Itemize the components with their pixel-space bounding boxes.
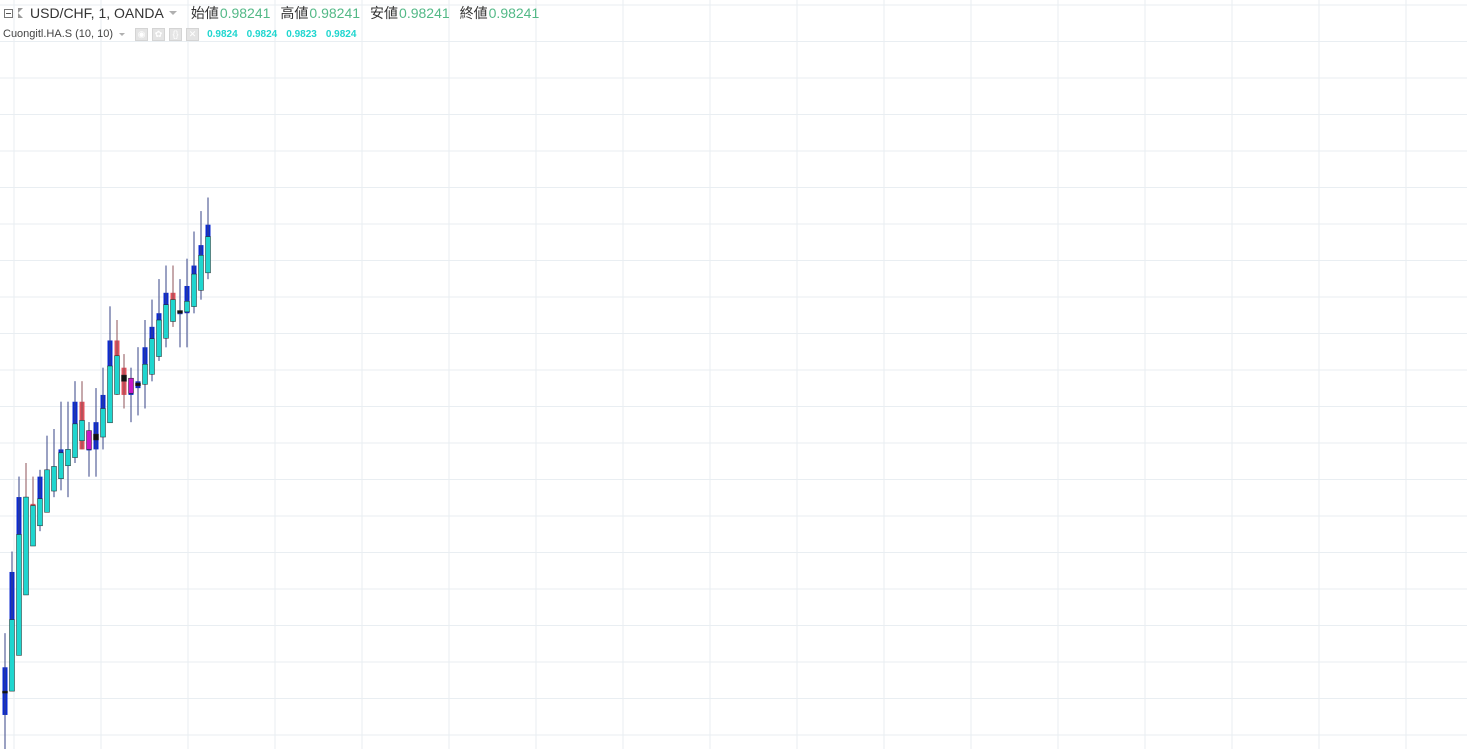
ha-candle xyxy=(51,428,57,498)
ha-body xyxy=(65,449,71,467)
ha-candle xyxy=(198,211,204,300)
source-icon[interactable]: {} xyxy=(169,27,183,41)
ha-body xyxy=(51,466,57,492)
high-label: 高値 xyxy=(280,5,309,21)
ha-candle xyxy=(9,551,15,692)
ha-candle xyxy=(86,422,92,477)
ha-body xyxy=(58,452,64,479)
indicator-chevron-icon[interactable] xyxy=(119,32,126,36)
indicator-value-3: 0.9823 xyxy=(286,28,317,40)
collapse-icon[interactable] xyxy=(4,8,13,18)
high-value: 0.98241 xyxy=(309,5,361,21)
symbol-title[interactable]: USD/CHF, 1, OANDA xyxy=(30,5,164,21)
ha-body xyxy=(30,505,36,547)
ha-body xyxy=(16,534,22,656)
heikin-ashi-series xyxy=(2,197,211,749)
ha-body xyxy=(149,338,155,375)
ha-body xyxy=(170,299,176,322)
close-value: 0.98241 xyxy=(488,5,540,21)
ha-candle xyxy=(2,633,8,749)
ha-body xyxy=(93,433,99,441)
low-label: 安値 xyxy=(370,5,399,21)
open-label: 始値 xyxy=(190,5,219,21)
ha-body xyxy=(205,236,211,274)
remove-icon[interactable]: ✕ xyxy=(186,27,200,41)
ha-body xyxy=(184,301,190,313)
ha-body xyxy=(100,408,106,438)
ha-candle xyxy=(142,320,148,409)
ha-candle xyxy=(65,401,71,498)
chevron-down-icon[interactable] xyxy=(168,11,177,15)
ha-candle xyxy=(156,279,162,361)
ha-body xyxy=(163,304,169,339)
ha-body xyxy=(191,273,197,307)
ha-body xyxy=(72,423,78,458)
ha-candle xyxy=(163,265,169,348)
ha-candle xyxy=(23,463,29,596)
indicator-value-2: 0.9824 xyxy=(246,28,278,40)
close-label: 終値 xyxy=(459,5,488,21)
ha-body xyxy=(107,365,113,424)
gear-icon[interactable]: ✿ xyxy=(152,27,166,41)
indicator-value-1: 0.9824 xyxy=(207,28,238,40)
ha-candle xyxy=(79,381,85,450)
ha-candle xyxy=(149,299,155,382)
ha-candle xyxy=(128,367,134,423)
ha-candle xyxy=(16,476,22,656)
ha-body xyxy=(156,319,162,357)
ha-candle xyxy=(205,197,211,280)
ha-body xyxy=(44,469,50,513)
ha-body xyxy=(37,498,43,527)
indicator-value-4: 0.9824 xyxy=(325,28,357,40)
ha-candle xyxy=(184,258,190,348)
ha-candle xyxy=(72,381,78,464)
ha-candle xyxy=(135,347,141,416)
ha-candle xyxy=(30,476,36,547)
ha-body xyxy=(135,382,141,386)
candle-series xyxy=(2,197,211,749)
indicator-legend: Cuongitl.HA.S (10, 10) ◉ ✿ {} ✕ 0.9824 0… xyxy=(0,26,356,42)
ha-candle xyxy=(44,435,50,513)
ha-candle xyxy=(114,320,120,395)
ha-candle xyxy=(177,279,183,348)
flag-icon[interactable] xyxy=(18,8,23,18)
ha-candle xyxy=(191,231,197,314)
ha-body xyxy=(23,496,29,596)
low-value: 0.98241 xyxy=(399,5,450,21)
eye-icon[interactable]: ◉ xyxy=(135,27,149,41)
ha-candle xyxy=(93,388,99,477)
ha-candle xyxy=(100,367,106,450)
ha-body xyxy=(86,430,92,450)
ha-body xyxy=(128,377,134,394)
indicator-title[interactable]: Cuongitl.HA.S (10, 10) xyxy=(3,28,114,40)
ha-candle xyxy=(170,265,176,327)
ha-body xyxy=(2,690,8,694)
ha-body xyxy=(142,364,148,385)
ha-candle xyxy=(37,469,43,532)
ha-body xyxy=(114,355,120,395)
open-value: 0.98241 xyxy=(219,5,271,21)
ha-body xyxy=(121,374,127,382)
ha-body xyxy=(198,255,204,291)
ha-candle xyxy=(58,401,64,491)
ha-candle xyxy=(107,306,113,424)
ha-body xyxy=(177,310,183,314)
ha-candle xyxy=(121,354,127,409)
symbol-legend: USD/CHF, 1, OANDA 始値 0.98241 高値 0.98241 … xyxy=(0,3,549,23)
ha-body xyxy=(79,420,85,441)
ha-body xyxy=(9,619,15,692)
